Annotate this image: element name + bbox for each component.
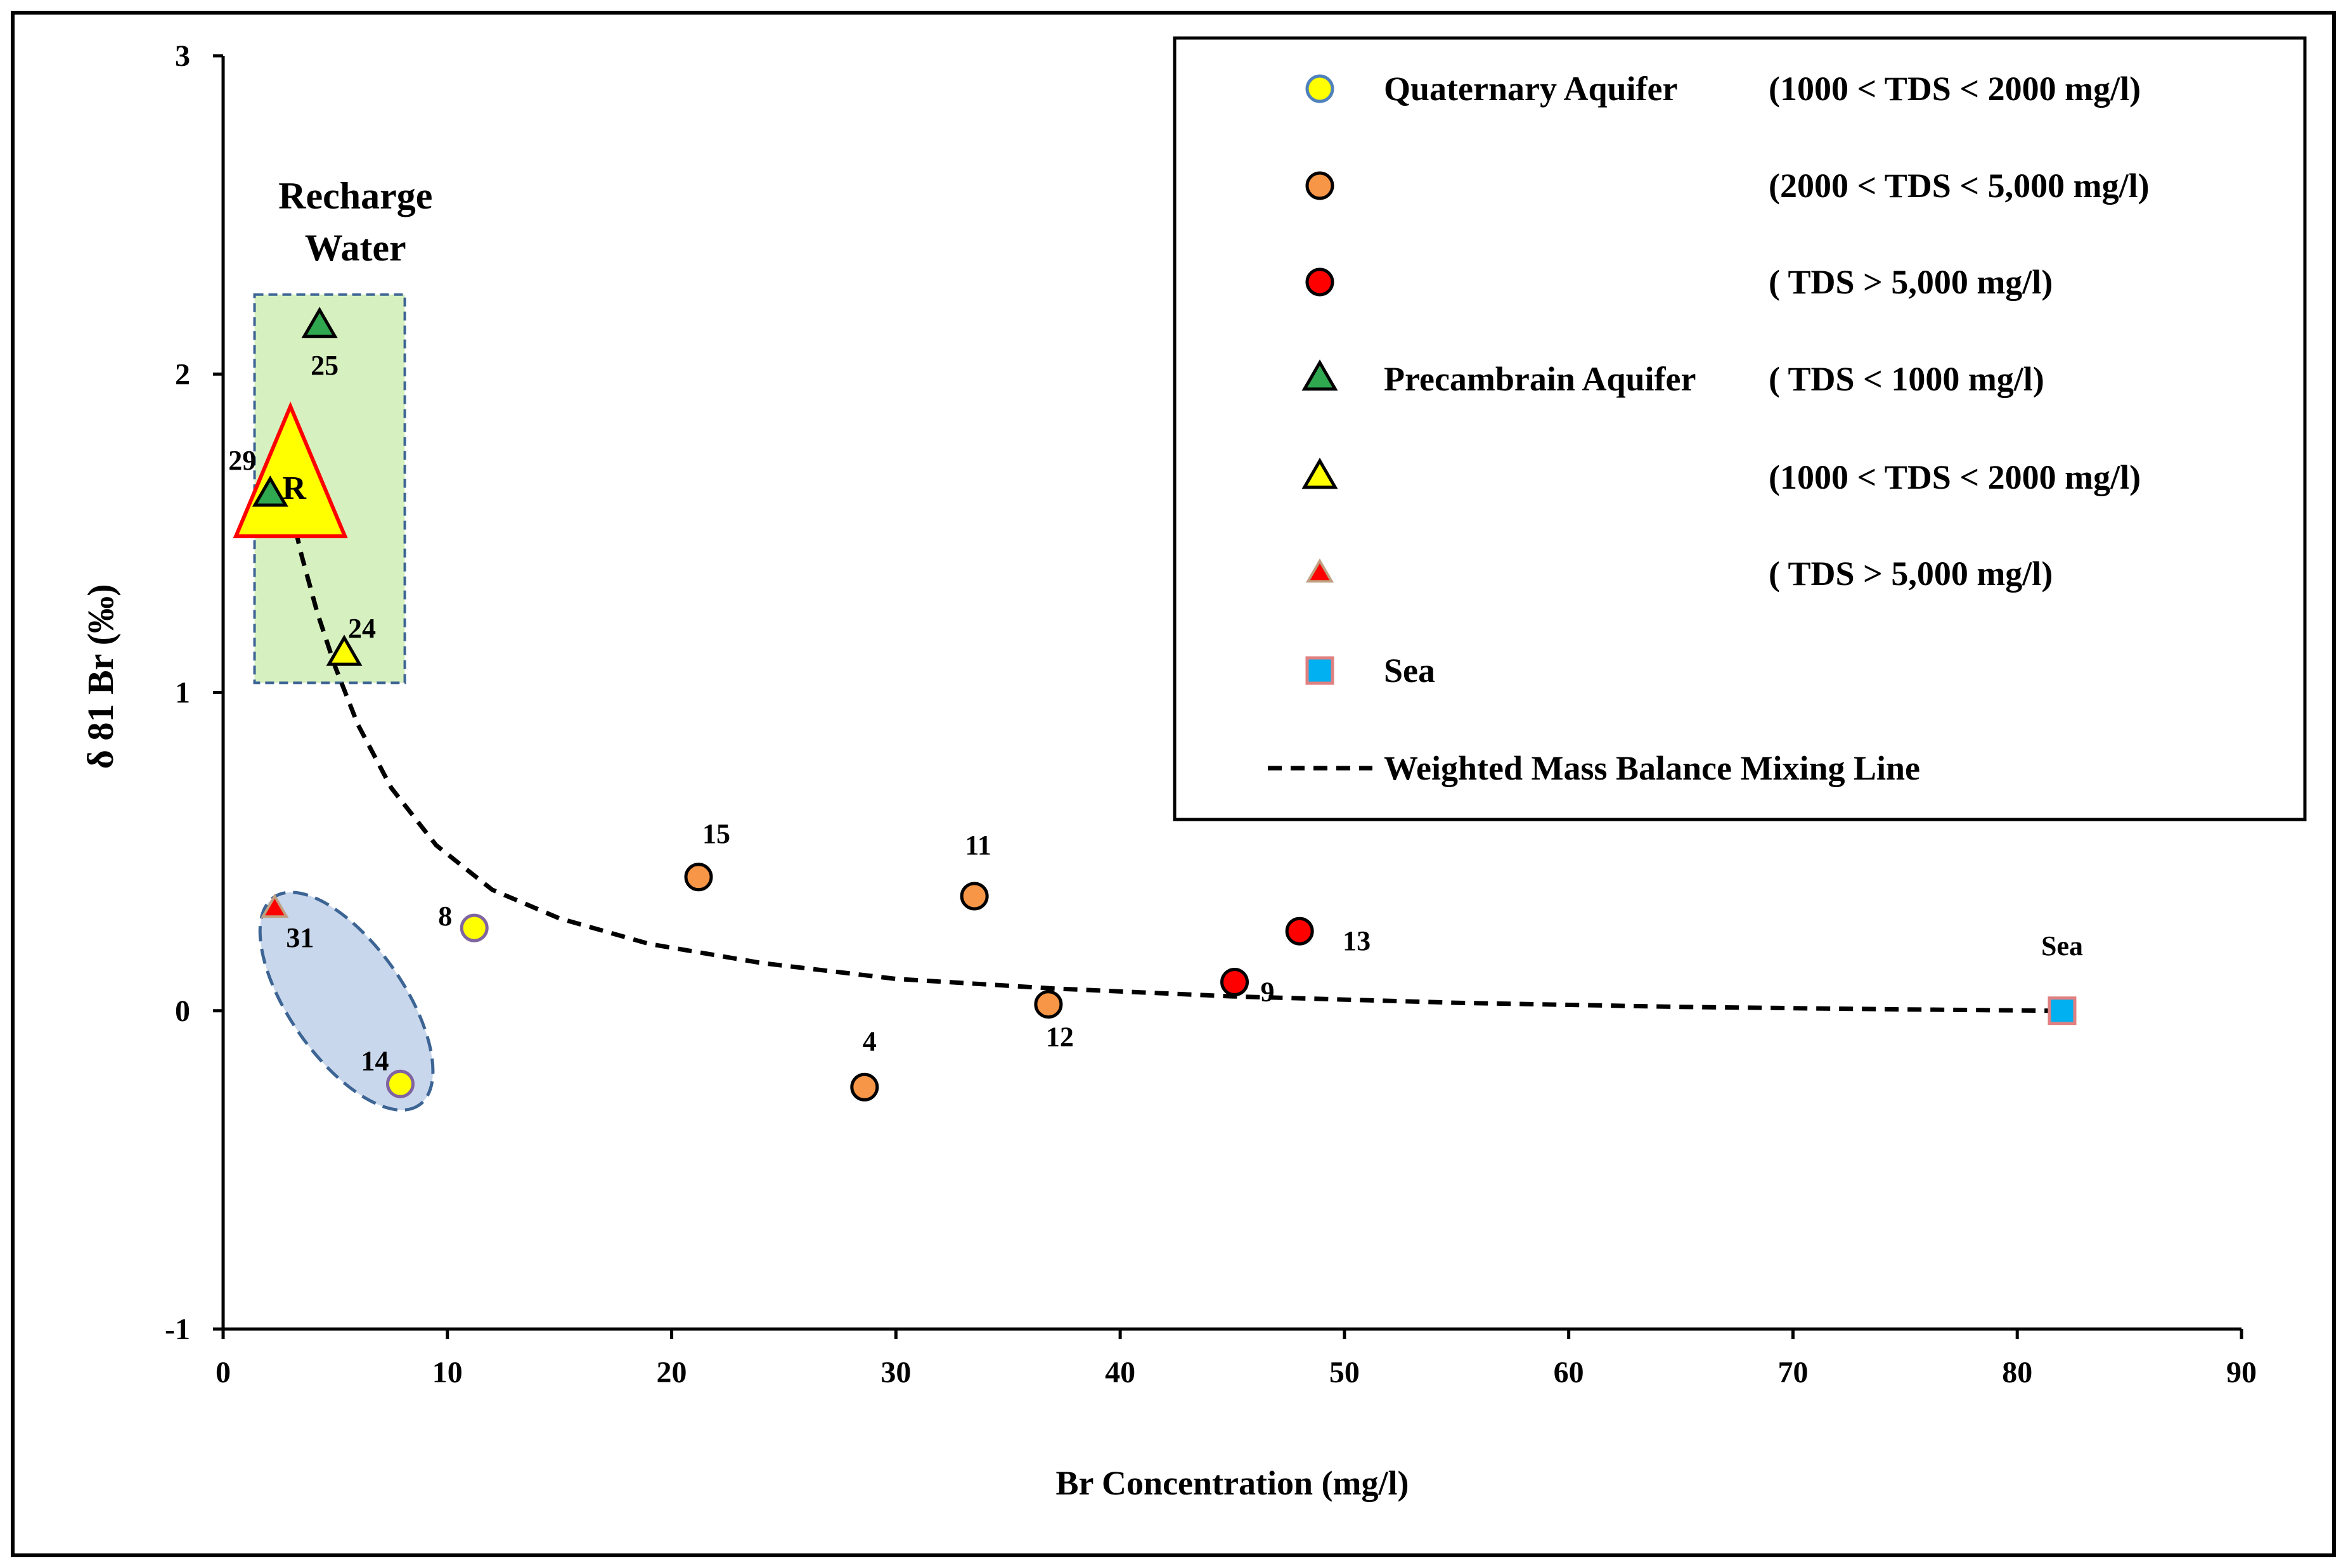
point-24 [326, 634, 363, 666]
point-label: 14 [361, 1045, 389, 1076]
point-label: 24 [348, 613, 376, 644]
x-tick-label: 80 [2002, 1356, 2032, 1389]
legend-group-label: Quaternary Aquifer [1384, 70, 1677, 108]
legend-marker [1301, 458, 1338, 489]
point-11 [960, 882, 989, 911]
point-label: R [282, 470, 307, 506]
point-label: 31 [286, 922, 314, 953]
x-tick-label: 60 [1554, 1356, 1584, 1389]
point-label: 4 [863, 1025, 877, 1057]
point-label: 25 [311, 350, 339, 381]
legend-range-label: ( TDS > 5,000 mg/l) [1769, 555, 2053, 593]
legend-group-label: Sea [1384, 652, 1435, 690]
legend-group-label: Weighted Mass Balance Mixing Line [1384, 749, 1920, 787]
y-tick-label: 0 [175, 994, 190, 1028]
point-9 [1220, 968, 1249, 997]
x-tick-label: 90 [2226, 1356, 2257, 1389]
y-tick-label: -1 [165, 1313, 190, 1346]
x-tick-label: 40 [1105, 1356, 1135, 1389]
annotation-text: Water [305, 227, 406, 269]
point-15 [684, 863, 713, 892]
point-13 [1285, 916, 1314, 946]
legend-group-label: Precambrain Aquifer [1384, 360, 1696, 398]
legend-range-label: ( TDS > 5,000 mg/l) [1769, 263, 2053, 301]
x-tick-label: 70 [1777, 1356, 1808, 1389]
point-4 [850, 1072, 879, 1102]
legend-marker [1305, 558, 1334, 583]
legend-range-label: ( TDS < 1000 mg/l) [1769, 360, 2044, 398]
x-tick-label: 0 [216, 1356, 231, 1389]
point-label: 15 [702, 818, 730, 849]
legend-box [1173, 36, 2307, 821]
point-label: 9 [1261, 977, 1275, 1008]
point-sea [2048, 996, 2077, 1025]
point-label: 13 [1343, 925, 1371, 956]
x-tick-label: 10 [432, 1356, 463, 1389]
x-tick-label: 30 [880, 1356, 911, 1389]
y-tick-label: 1 [175, 676, 190, 710]
point-8 [460, 913, 489, 942]
legend-marker [1301, 359, 1338, 391]
point-14 [385, 1069, 415, 1098]
legend-range-label: (1000 < TDS < 2000 mg/l) [1769, 458, 2141, 496]
point-label: 12 [1046, 1022, 1074, 1053]
y-tick-label: 3 [175, 39, 190, 73]
point-label: 11 [965, 830, 991, 861]
x-axis-title: Br Concentration (mg/l) [1056, 1464, 1409, 1502]
legend-marker [1305, 267, 1334, 297]
legend-marker [1305, 74, 1334, 103]
annotation-text: Recharge [278, 175, 432, 217]
point-label: Sea [2041, 930, 2083, 961]
legend-range-label: (2000 < TDS < 5,000 mg/l) [1769, 167, 2150, 205]
point-29 [252, 475, 288, 507]
legend-marker [1305, 171, 1334, 200]
point-25 [301, 307, 338, 338]
x-tick-label: 20 [657, 1356, 687, 1389]
point-label: 8 [438, 901, 452, 932]
legend-range-label: (1000 < TDS < 2000 mg/l) [1769, 70, 2141, 108]
point-12 [1034, 990, 1063, 1019]
y-axis-title: δ 81 Br (‰) [80, 584, 121, 769]
y-tick-label: 2 [175, 357, 190, 391]
legend-marker [1305, 656, 1334, 685]
x-tick-label: 50 [1329, 1356, 1360, 1389]
point-label: 29 [228, 445, 256, 476]
point-31 [261, 894, 289, 918]
